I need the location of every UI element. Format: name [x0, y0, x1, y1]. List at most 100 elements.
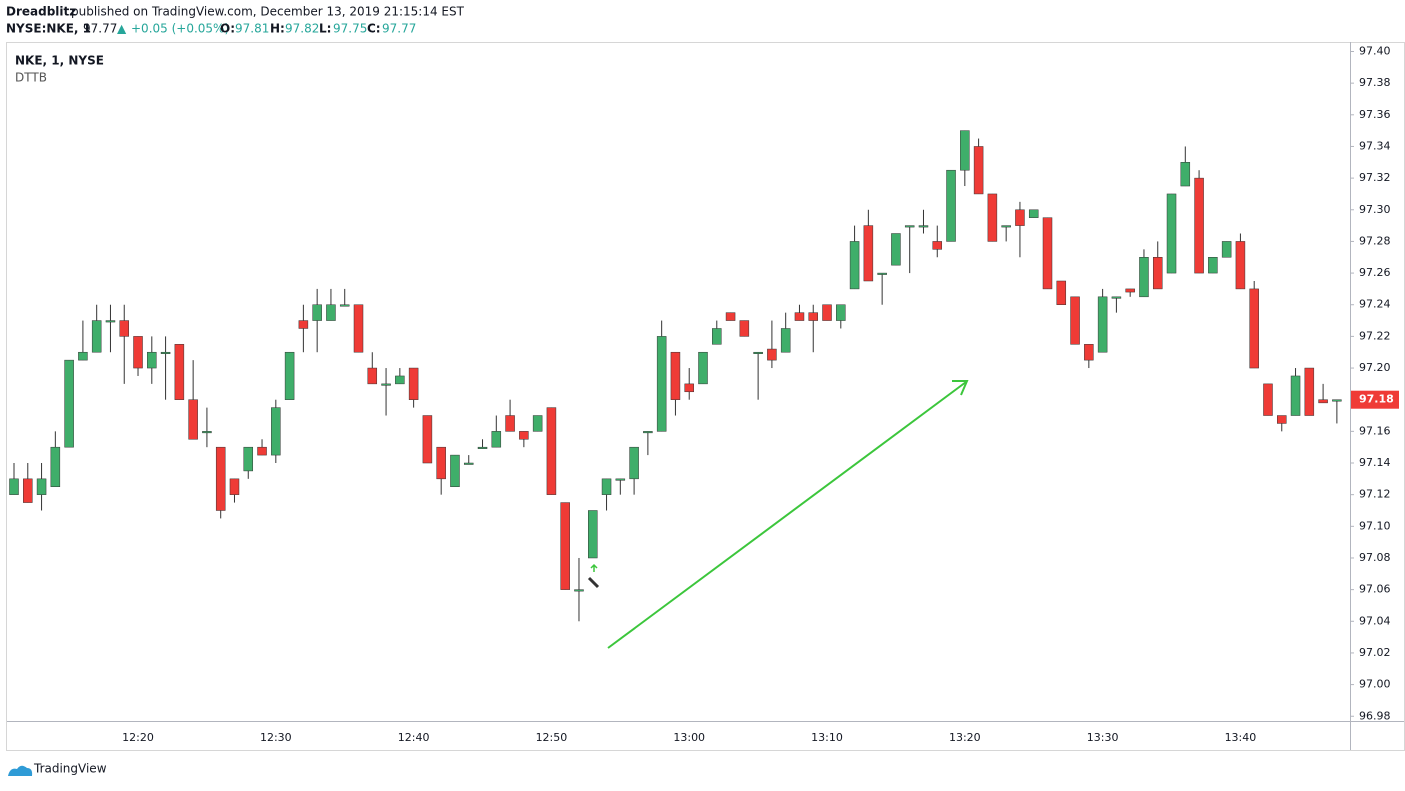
y-tick-label: 97.24: [1359, 298, 1391, 311]
candle-body: [422, 415, 433, 464]
x-tick-label: 13:20: [949, 731, 981, 744]
candle-body: [574, 589, 584, 592]
candle-body: [50, 446, 61, 488]
candle-body: [36, 478, 47, 495]
candle-body: [1235, 241, 1246, 290]
candle-body: [174, 344, 185, 400]
candle-body: [353, 304, 364, 353]
candle-body: [960, 130, 970, 171]
candle-body: [477, 446, 488, 449]
y-tick-label: 97.16: [1359, 424, 1391, 437]
candle-body: [1097, 296, 1108, 353]
candle-body: [450, 454, 460, 488]
candle-body: [849, 241, 860, 290]
candle-body: [1194, 177, 1204, 274]
candle-body: [271, 407, 281, 456]
candle-body: [973, 146, 984, 195]
candle-body: [780, 328, 791, 353]
pencil-icon: [587, 576, 600, 589]
candle-body: [725, 312, 736, 321]
l-label: L:: [319, 22, 331, 36]
plot: 96.98 97.00 97.02 97.04 97.06 97.08 97.10 97.12…: [9, 44, 1399, 744]
candle-body: [1111, 296, 1122, 299]
candle-body: [298, 320, 309, 329]
y-tick-label: 97.26: [1359, 266, 1391, 279]
y-tick-label: 97.28: [1359, 234, 1391, 247]
candle-body: [1125, 288, 1135, 293]
h-value: 97.82: [285, 22, 319, 36]
legend-indicator: DTTB: [15, 71, 47, 85]
candle-body: [822, 304, 832, 321]
candle-body: [1139, 257, 1149, 298]
candle-body: [1028, 209, 1039, 218]
candle-body: [519, 431, 529, 440]
y-tick-label: 97.06: [1359, 583, 1391, 596]
author: Dreadblitz: [6, 5, 76, 19]
candle-body: [202, 431, 212, 434]
candle-body: [1332, 399, 1342, 402]
o-value: 97.81: [235, 22, 269, 36]
last-price-box: [1351, 390, 1399, 409]
candle-body: [615, 478, 626, 481]
c-label: C:: [367, 22, 381, 36]
candle-body: [1001, 225, 1011, 228]
y-tick-label: 97.10: [1359, 519, 1391, 532]
candle-body: [9, 478, 19, 495]
candle-body: [891, 233, 901, 266]
last-price-label: 97.18: [1359, 393, 1394, 406]
signal-icon: [590, 563, 598, 572]
trend-arrow-head: [952, 380, 969, 396]
candle-body: [367, 367, 378, 385]
candle-body: [670, 351, 681, 400]
y-tick-label: 97.34: [1359, 139, 1391, 152]
y-tick-label: 97.40: [1359, 44, 1391, 57]
trend-arrow: [607, 381, 967, 649]
x-tick-label: 12:20: [122, 731, 154, 744]
y-tick-label: 97.32: [1359, 171, 1391, 184]
candle-body: [78, 351, 88, 361]
legend-symbol: NKE, 1, NYSE: [15, 54, 104, 68]
candle-body: [381, 383, 391, 386]
candle-body: [215, 446, 226, 511]
candle-body: [808, 312, 818, 321]
candle-body: [987, 193, 998, 242]
candle-body: [532, 415, 543, 432]
candle-body: [643, 431, 653, 434]
tv-logo: [8, 765, 33, 776]
candle-body: [1290, 375, 1301, 416]
y-tick-label: 97.00: [1359, 678, 1391, 691]
x-tick-label: 13:00: [673, 731, 705, 744]
candle-body: [1208, 257, 1218, 274]
x-tick-label: 12:40: [398, 731, 430, 744]
candle-body: [1070, 296, 1080, 345]
candle-body: [1152, 257, 1163, 290]
candle-body: [601, 478, 612, 495]
candle-body: [91, 320, 102, 353]
candle-body: [1277, 415, 1287, 424]
candle-body: [946, 169, 956, 242]
footer-brand: TradingView: [33, 762, 107, 776]
candle-body: [326, 304, 336, 321]
change-arrow: ▲: [117, 22, 127, 36]
candle-body: [1180, 162, 1191, 187]
frame: [6, 42, 1405, 751]
candle-body: [505, 415, 515, 432]
x-tick-label: 12:30: [260, 731, 292, 744]
published: published on TradingView.com, December 1…: [71, 5, 465, 19]
y-tick-label: 97.38: [1359, 76, 1391, 89]
candle-body: [105, 320, 116, 323]
candle-body: [284, 351, 295, 400]
candle-body: [932, 241, 943, 250]
candle-body: [436, 446, 446, 480]
candle-body: [133, 336, 143, 369]
candle-body: [546, 407, 557, 495]
x-tick-label: 13:30: [1087, 731, 1119, 744]
candle-body: [836, 304, 846, 321]
y-tick-label: 97.14: [1359, 456, 1391, 469]
x-tick-label: 12:50: [536, 731, 568, 744]
candle-body: [119, 320, 129, 337]
candle-body: [160, 351, 171, 354]
candle-body: [588, 510, 598, 559]
candle-body: [794, 312, 805, 321]
